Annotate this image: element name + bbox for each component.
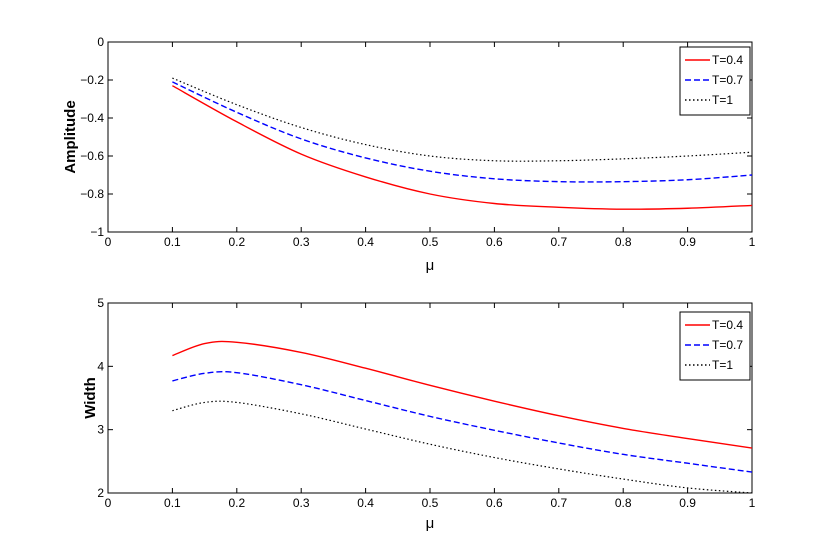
amplitude-yaxis-label: Amplitude bbox=[62, 100, 79, 173]
amplitude-legend-label: T=1 bbox=[712, 93, 733, 107]
amplitude-series-line-t-0-4 bbox=[172, 85, 752, 210]
width-axes-box bbox=[107, 302, 753, 494]
amplitude-xtick-label: 0.6 bbox=[486, 235, 503, 249]
width-xtick-label: 0.9 bbox=[679, 496, 696, 510]
amplitude-xtick-label: 0.4 bbox=[357, 235, 374, 249]
width-yaxis-label: Width bbox=[82, 377, 99, 419]
width-ytick-label: 2 bbox=[97, 486, 104, 500]
amplitude-series-line-t-1 bbox=[172, 77, 752, 162]
amplitude-xtick-label: 0.7 bbox=[550, 235, 567, 249]
amplitude-axes-box bbox=[107, 41, 753, 233]
amplitude-xtick-label: 0 bbox=[105, 235, 112, 249]
width-legend-label: T=0.4 bbox=[712, 318, 743, 332]
width-xtick-label: 0.7 bbox=[550, 496, 567, 510]
amplitude-xtick-label: 0.3 bbox=[293, 235, 310, 249]
amplitude-ytick-label: −0.4 bbox=[80, 111, 104, 125]
amplitude-xtick-label: 0.8 bbox=[615, 235, 632, 249]
amplitude-legend-box bbox=[679, 46, 751, 116]
width-xtick-label: 0.6 bbox=[486, 496, 503, 510]
width-ytick-label: 4 bbox=[97, 359, 104, 373]
amplitude-panel: 0 0.1 0.2 0.3 0.4 0.5 0.6 0.7 0.8 0.9 1 −1 −0.8 −0.6 −… bbox=[62, 35, 756, 274]
amplitude-ytick-label: −0.2 bbox=[80, 73, 104, 87]
width-legend-label: T=0.7 bbox=[712, 338, 743, 352]
amplitude-ytick-label: 0 bbox=[97, 35, 104, 49]
amplitude-legend-label: T=0.4 bbox=[712, 53, 743, 67]
amplitude-ytick-label: −1 bbox=[90, 225, 104, 239]
amplitude-xtick-label: 0.5 bbox=[422, 235, 439, 249]
width-legend-box bbox=[679, 311, 751, 381]
width-xtick-label: 0.5 bbox=[422, 496, 439, 510]
width-series-line-t-0-4 bbox=[172, 340, 752, 449]
width-xtick-label: 0.3 bbox=[293, 496, 310, 510]
amplitude-ytick-label: −0.6 bbox=[80, 149, 104, 163]
amplitude-ytick-label: −0.8 bbox=[80, 187, 104, 201]
width-panel: 0 0.1 0.2 0.3 0.4 0.5 0.6 0.7 0.8 0.9 1 2 3 4 5 μ Width T… bbox=[82, 296, 756, 532]
width-xaxis-label: μ bbox=[426, 515, 435, 532]
amplitude-legend-label: T=0.7 bbox=[712, 73, 743, 87]
width-xtick-label: 0.1 bbox=[164, 496, 181, 510]
amplitude-legend: T=0.4 T=0.7 T=1 bbox=[679, 46, 751, 116]
width-series-line-t-1 bbox=[172, 400, 752, 493]
width-xtick-label: 0.2 bbox=[228, 496, 245, 510]
width-legend-label: T=1 bbox=[712, 358, 733, 372]
width-xtick-label: 0 bbox=[105, 496, 112, 510]
width-xtick-label: 1 bbox=[749, 496, 756, 510]
width-xtick-label: 0.4 bbox=[357, 496, 374, 510]
amplitude-xaxis-label: μ bbox=[426, 257, 435, 274]
amplitude-xtick-label: 0.9 bbox=[679, 235, 696, 249]
width-xtick-label: 0.8 bbox=[615, 496, 632, 510]
amplitude-series-line-t-0-7 bbox=[172, 81, 752, 183]
width-legend: T=0.4 T=0.7 T=1 bbox=[679, 311, 751, 381]
amplitude-xtick-label: 1 bbox=[749, 235, 756, 249]
width-series-line-t-0-7 bbox=[172, 370, 752, 473]
amplitude-xtick-label: 0.1 bbox=[164, 235, 181, 249]
width-ytick-label: 3 bbox=[97, 423, 104, 437]
width-ytick-label: 5 bbox=[97, 296, 104, 310]
amplitude-xtick-label: 0.2 bbox=[228, 235, 245, 249]
